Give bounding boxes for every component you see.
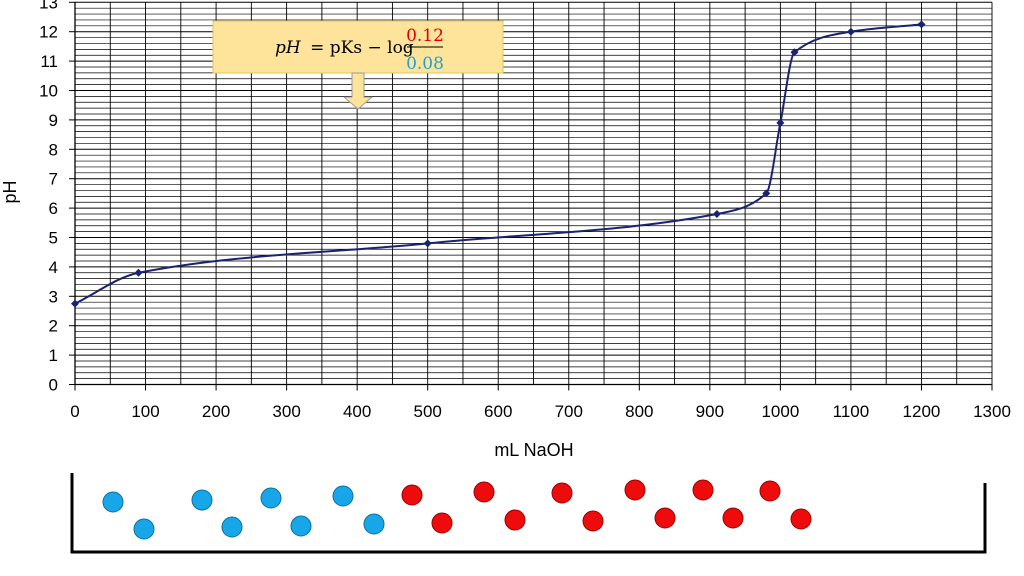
blue-particle [363,513,385,535]
y-tick-label: 12 [39,23,58,42]
red-particle [654,507,676,529]
data-point [134,268,143,277]
red-particle [504,509,526,531]
data-point [712,209,721,218]
x-tick-label: 1300 [973,402,1011,421]
x-tick-label: 900 [696,402,724,421]
y-tick-label: 8 [49,140,58,159]
red-particle [551,482,573,504]
beaker [70,473,987,554]
red-particle [624,479,646,501]
y-tick-label: 10 [39,82,58,101]
y-tick-label: 4 [49,258,58,277]
x-tick-label: 1100 [833,402,870,421]
blue-particle [260,487,282,509]
y-tick-label: 3 [49,287,58,306]
data-point [790,48,799,57]
x-tick-label: 800 [625,402,653,421]
henderson-hasselbalch-annotation: pH = pKs − log 0.12 0.08 [212,20,504,110]
red-particle [722,507,744,529]
blue-particle [332,485,354,507]
x-tick-label: 600 [484,402,512,421]
x-tick-labels: 0 100 200 300 400 500 600 700 800 900 1000 1100 1200… [70,402,1011,421]
red-particle [431,512,453,534]
particles [102,479,812,540]
y-tick-label: 1 [49,346,58,365]
x-tick-label: 1000 [761,402,799,421]
blue-particle [221,516,243,538]
blue-particle [133,518,155,540]
y-tick-label: 2 [49,317,58,336]
y-tick-label: 13 [39,0,58,12]
x-tick-label: 700 [555,402,583,421]
data-point [776,118,785,127]
down-arrow-icon [342,72,374,110]
x-tick-label: 400 [343,402,371,421]
formula-box [212,20,504,74]
y-axis-title: pH [0,180,20,203]
x-tick-label: 500 [414,402,442,421]
red-particle [692,479,714,501]
blue-particle [102,491,124,513]
titration-curve [71,20,926,308]
x-tick-label: 300 [272,402,300,421]
y-tick-label: 7 [49,170,58,189]
data-point [846,27,855,36]
formula-denominator: 0.08 [406,54,444,74]
blue-particle [191,489,213,511]
x-tick-label: 0 [70,402,79,421]
y-tick-label: 6 [49,199,58,218]
red-particle [401,484,423,506]
y-tick-label: 5 [49,229,58,248]
formula-middle: = pKs − log [310,38,414,58]
red-particle [473,481,495,503]
y-tick-label: 11 [40,52,58,71]
x-axis-title: mL NaOH [494,440,573,460]
red-particle [582,510,604,532]
axes [69,1,993,391]
y-tick-label: 9 [49,111,58,130]
formula-lhs: pH [275,38,302,58]
formula-numerator: 0.12 [406,26,444,46]
data-point [762,189,771,198]
x-tick-label: 1200 [903,402,941,421]
formula-text: pH = pKs − log [275,38,414,58]
y-tick-label: 0 [49,376,58,395]
data-point [917,20,926,29]
x-tick-label: 200 [202,402,230,421]
x-tick-label: 100 [131,402,159,421]
beaker-outline [70,473,987,554]
blue-particle [290,515,312,537]
data-point [71,299,79,308]
red-particle [790,508,812,530]
data-point [423,239,432,248]
red-particle [759,480,781,502]
